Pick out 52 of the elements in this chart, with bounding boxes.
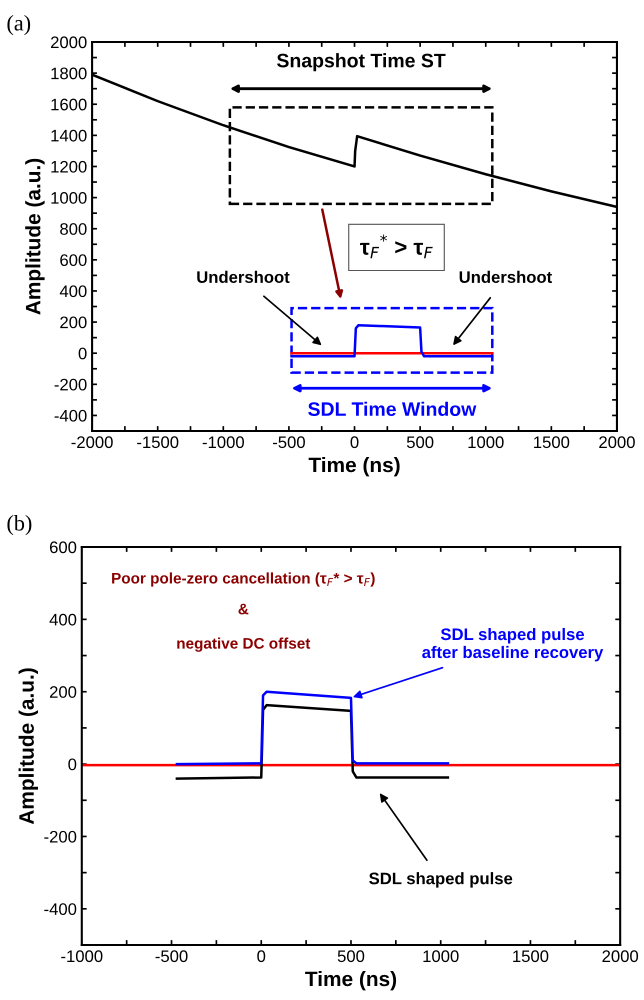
annotation: SDL shaped pulse after baseline recovery <box>422 628 604 662</box>
x-tick-label: 1500 <box>534 436 570 448</box>
x-tick-label: -1000 <box>202 436 244 448</box>
y-axis-title: Amplitude (a.u.) <box>25 158 45 315</box>
x-tick-label: 500 <box>406 436 434 448</box>
x-tick-label: 0 <box>257 950 266 962</box>
y-tick-label: 600 <box>50 541 76 554</box>
y-tick-label: 400 <box>60 285 87 298</box>
x-axis-title: Time (ns) <box>308 456 400 476</box>
x-tick-label: -2000 <box>72 436 113 448</box>
x-tick-label: -1000 <box>61 950 102 962</box>
y-tick-label: 200 <box>50 686 76 698</box>
annotation: Poor pole-zero cancellation (τ$_{F}$* > τ$_{F}$) <box>112 572 375 587</box>
text: (a) <box>7 15 30 36</box>
y-tick-label: -200 <box>44 830 76 843</box>
y-tick-label: 2000 <box>50 36 87 48</box>
line-series <box>176 690 450 766</box>
x-tick-label: -500 <box>272 436 305 448</box>
annotation: Snapshot Time ST <box>277 53 446 72</box>
annotation: Undershoot <box>197 270 290 283</box>
y-tick-label: 0 <box>78 348 87 360</box>
y-tick-label: 600 <box>60 254 87 266</box>
y-tick-label: 1000 <box>51 192 87 204</box>
y-tick-label: 200 <box>60 316 87 328</box>
y-tick-label: -400 <box>54 410 87 422</box>
x-tick-label: 500 <box>338 950 364 962</box>
x-axis-title: Time (ns) <box>305 970 396 990</box>
y-axis-title: Amplitude (a.u.) <box>18 668 38 824</box>
annotation: Undershoot <box>460 270 552 283</box>
y-tick-label: -400 <box>44 903 76 916</box>
annotation: SDL shaped pulse <box>369 872 512 888</box>
x-tick-label: -500 <box>156 950 188 962</box>
y-tick-label: 1400 <box>51 130 87 142</box>
y-tick-label: -200 <box>54 378 87 391</box>
annotation: SDL Time Window <box>308 402 476 416</box>
x-tick-label: 2000 <box>599 436 635 448</box>
y-tick-label: 400 <box>50 614 76 626</box>
annotation: τ$_{F}$$^{*}$ > τ$_{F}$ <box>360 234 433 258</box>
annotation: negative DC offset <box>177 638 310 652</box>
y-tick-label: 1600 <box>51 98 87 110</box>
x-tick-label: 1500 <box>513 950 548 962</box>
y-tick-label: 800 <box>60 223 87 235</box>
annotation: & <box>238 604 248 614</box>
y-tick-label: 0 <box>68 758 76 770</box>
y-tick-label: 1200 <box>51 160 87 173</box>
x-tick-label: 2000 <box>602 950 638 962</box>
y-tick-label: 1800 <box>51 68 87 80</box>
x-tick-label: 0 <box>350 436 359 448</box>
text: (b) <box>7 515 32 536</box>
x-tick-label: 1000 <box>423 950 459 962</box>
x-tick-label: -1500 <box>137 436 178 448</box>
x-tick-label: 1000 <box>468 436 504 448</box>
